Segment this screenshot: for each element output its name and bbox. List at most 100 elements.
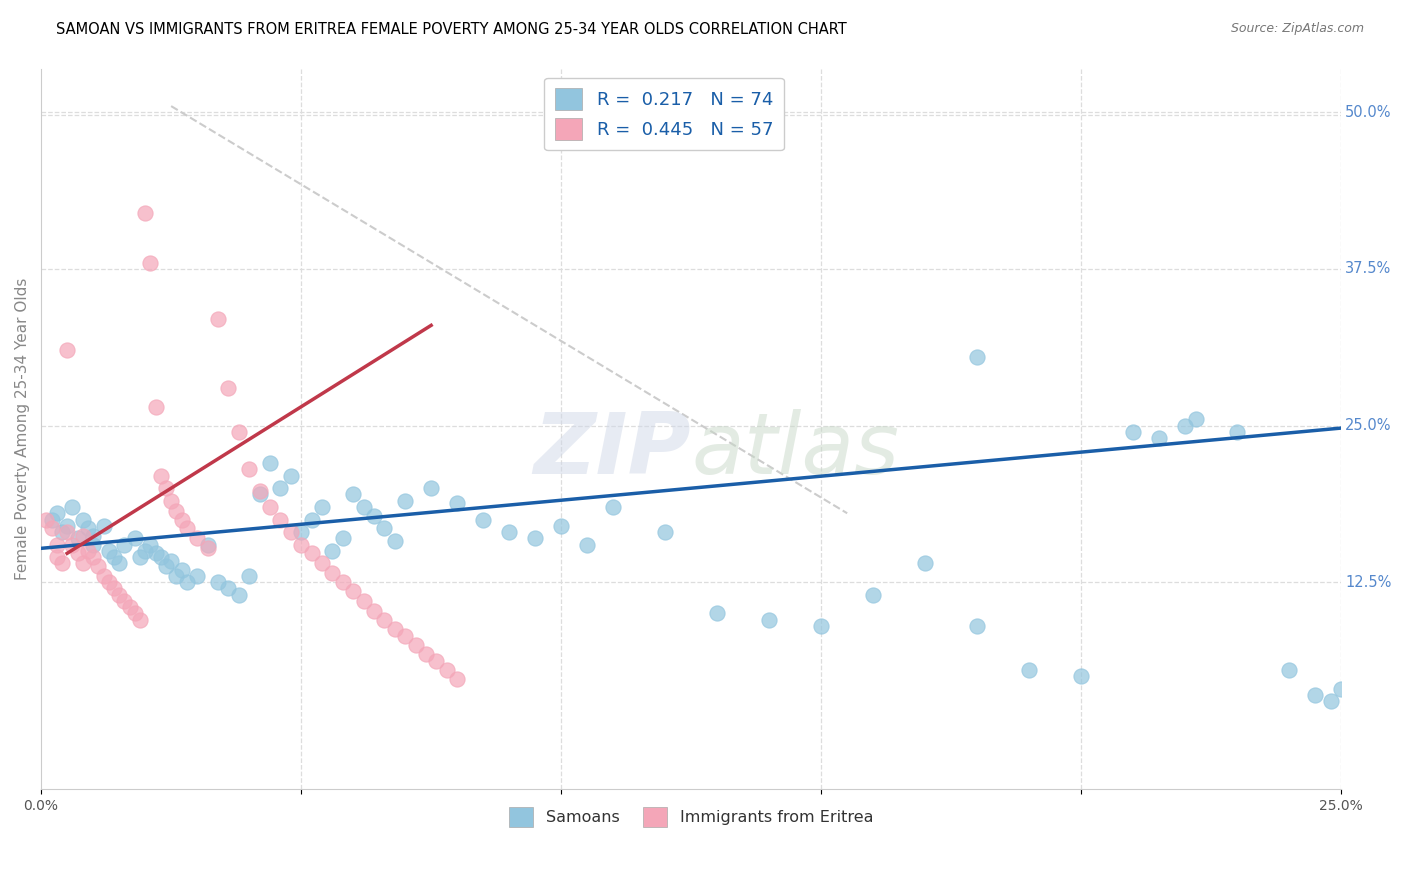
Point (914, 557, 936, 571)
Point (134, 205, 156, 219)
Point (139, 538, 162, 552)
Point (1147, 431, 1170, 445)
Point (93, 569, 115, 583)
Point (82, 550, 104, 565)
Point (155, 481, 177, 495)
Point (165, 569, 187, 583)
Point (145, 546, 167, 560)
Point (342, 487, 364, 501)
Point (321, 566, 343, 581)
Point (145, 400, 167, 414)
Point (45, 506, 67, 520)
Point (1070, 669, 1092, 683)
Point (228, 425, 250, 439)
Point (60, 538, 83, 552)
Point (654, 524, 676, 539)
Legend: Samoans, Immigrants from Eritrea: Samoans, Immigrants from Eritrea (501, 799, 882, 835)
Point (259, 500, 281, 514)
Point (498, 524, 520, 539)
Point (405, 638, 427, 652)
Point (207, 575, 229, 590)
Point (82, 538, 104, 552)
Point (108, 557, 131, 571)
Point (1122, 425, 1144, 439)
Point (129, 613, 152, 627)
Point (966, 619, 988, 633)
Point (45, 538, 67, 552)
Point (97, 575, 120, 590)
Point (311, 500, 333, 514)
Point (384, 622, 406, 636)
Point (124, 531, 146, 545)
Point (810, 619, 832, 633)
Point (1226, 425, 1249, 439)
Point (436, 663, 458, 677)
Point (217, 582, 239, 596)
Point (394, 629, 416, 643)
Point (332, 531, 354, 545)
Point (249, 483, 271, 498)
Point (425, 654, 447, 668)
Point (602, 500, 624, 514)
Text: atlas: atlas (692, 409, 900, 491)
Point (238, 569, 260, 583)
Point (129, 550, 152, 565)
Point (103, 582, 125, 596)
Point (197, 541, 219, 556)
Point (321, 544, 343, 558)
Point (353, 500, 375, 514)
Point (51, 557, 73, 571)
Point (550, 518, 572, 533)
Point (56, 524, 79, 539)
Point (269, 481, 291, 495)
Point (342, 583, 364, 598)
Point (301, 512, 323, 526)
Point (446, 672, 468, 686)
Point (72, 512, 94, 526)
Point (103, 550, 125, 565)
Point (420, 481, 443, 495)
Point (363, 604, 385, 618)
Point (269, 512, 291, 526)
Point (1320, 694, 1343, 708)
Point (149, 468, 172, 483)
Point (160, 554, 183, 568)
Point (415, 647, 437, 661)
Point (41, 512, 63, 526)
Point (45, 550, 67, 565)
Point (373, 521, 395, 535)
Text: 25.0%: 25.0% (1346, 418, 1392, 433)
Point (290, 524, 312, 539)
Point (280, 468, 302, 483)
Point (1174, 418, 1197, 433)
Point (176, 575, 198, 590)
Point (87, 558, 110, 573)
Text: 37.5%: 37.5% (1346, 261, 1392, 277)
Point (259, 456, 281, 470)
Point (186, 569, 208, 583)
Point (82, 529, 104, 543)
Point (41, 521, 63, 535)
Point (1278, 663, 1301, 677)
Point (1018, 663, 1040, 677)
Point (966, 350, 988, 364)
Point (72, 529, 94, 543)
Point (862, 588, 884, 602)
Point (160, 493, 183, 508)
Point (56, 343, 79, 358)
Point (77, 521, 100, 535)
Point (332, 575, 354, 590)
Point (112, 538, 135, 552)
Point (446, 496, 468, 510)
Text: ZIP: ZIP (533, 409, 692, 491)
Point (155, 558, 177, 573)
Point (112, 594, 135, 608)
Point (238, 462, 260, 476)
Point (170, 563, 193, 577)
Point (394, 493, 416, 508)
Point (139, 256, 162, 270)
Point (384, 533, 406, 548)
Point (472, 512, 495, 526)
Point (217, 381, 239, 395)
Point (706, 607, 728, 621)
